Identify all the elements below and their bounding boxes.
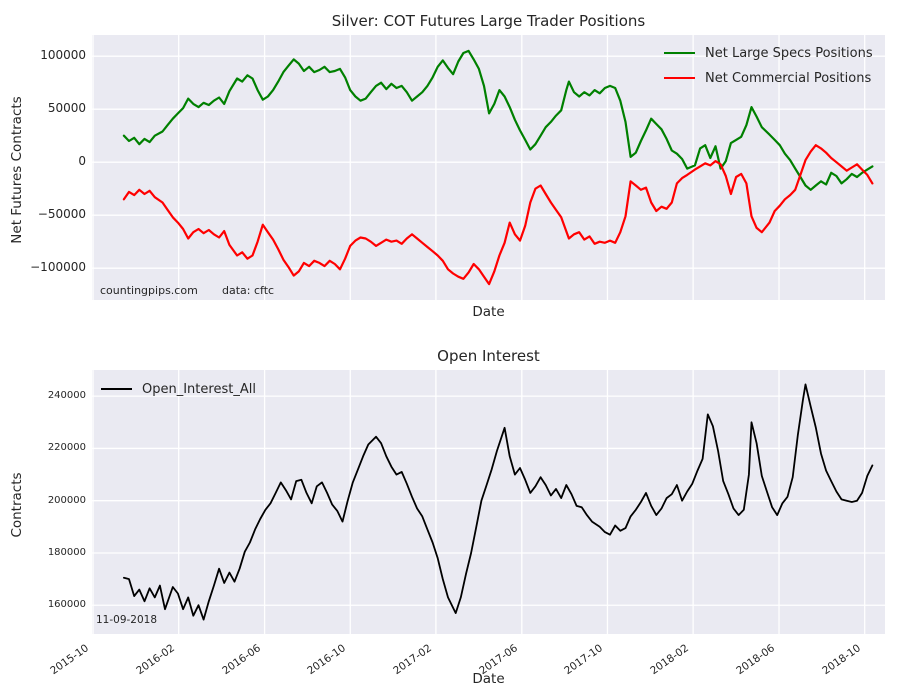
legend-line-sample xyxy=(101,388,132,390)
open-interest-svg xyxy=(92,370,885,634)
series-line-net-commercial-positions xyxy=(122,144,874,286)
oi-chart-title: Open Interest xyxy=(437,347,540,365)
ytick-label: 200000 xyxy=(47,494,86,506)
series-line-net-large-specs-positions xyxy=(122,49,874,191)
ytick-label: 0 xyxy=(78,154,86,169)
ytick-label: 180000 xyxy=(47,546,86,558)
legend-line-sample xyxy=(664,52,695,54)
cot-legend: Net Large Specs Positions Net Commercial … xyxy=(664,43,873,88)
ytick-label: 50000 xyxy=(47,101,86,116)
cot-chart-title: Silver: COT Futures Large Trader Positio… xyxy=(331,12,646,30)
legend-label: Net Commercial Positions xyxy=(705,70,872,86)
ytick-label: 220000 xyxy=(47,442,86,454)
legend-entry: Net Large Specs Positions xyxy=(664,43,873,63)
xtick-label: 2015-10 xyxy=(48,642,92,678)
ytick-label: 240000 xyxy=(47,390,86,402)
legend-entry: Open_Interest_All xyxy=(101,379,256,399)
legend-label: Open_Interest_All xyxy=(142,381,256,397)
oi-legend: Open_Interest_All xyxy=(101,379,256,399)
ytick-label: 160000 xyxy=(47,599,86,611)
ytick-label: −100000 xyxy=(30,260,86,275)
ytick-label: 100000 xyxy=(40,48,86,63)
ytick-label: −50000 xyxy=(37,207,86,222)
series-line-open-interest-all xyxy=(122,383,874,621)
latest-date-annotation: 11-09-2018 xyxy=(96,614,158,626)
data-source-note: data: cftc xyxy=(222,284,275,297)
cot-plot-area xyxy=(92,35,885,300)
cot-positions-svg xyxy=(92,35,885,300)
legend-line-sample xyxy=(664,77,695,79)
watermark-countingpips: countingpips.com xyxy=(100,284,198,297)
legend-entry: Net Commercial Positions xyxy=(664,68,873,88)
oi-plot-area xyxy=(92,370,885,634)
oi-x-axis-label: Date xyxy=(472,671,505,687)
cot-x-axis-label: Date xyxy=(472,304,505,320)
legend-label: Net Large Specs Positions xyxy=(705,45,873,61)
